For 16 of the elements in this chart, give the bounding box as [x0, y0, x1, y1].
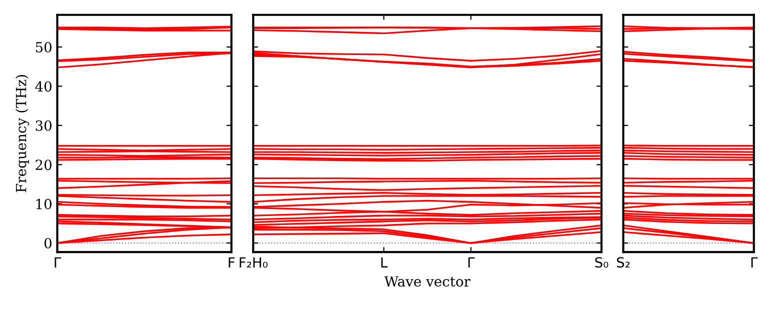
- x-tick-label: S₂: [616, 257, 630, 268]
- y-tick-label: 30: [36, 120, 52, 131]
- y-tick-label: 0: [44, 238, 52, 248]
- y-tick-label: 50: [36, 42, 52, 52]
- x-tick-label: Γ: [468, 257, 475, 268]
- x-tick-label: Γ: [751, 257, 758, 268]
- x-tick-label: F: [228, 257, 235, 268]
- y-tick-label: 40: [35, 81, 52, 92]
- x-tick-label: F₂H₀: [240, 257, 268, 268]
- x-tick-label: L: [381, 257, 388, 268]
- y-axis-title: Frequency (THz): [16, 75, 30, 192]
- x-tick-label: Γ: [54, 257, 62, 268]
- y-tick-label: 20: [36, 160, 52, 170]
- x-axis-title: Wave vector: [384, 276, 470, 287]
- x-tick-label: S₀: [595, 257, 608, 268]
- y-tick-label: 10: [36, 198, 52, 210]
